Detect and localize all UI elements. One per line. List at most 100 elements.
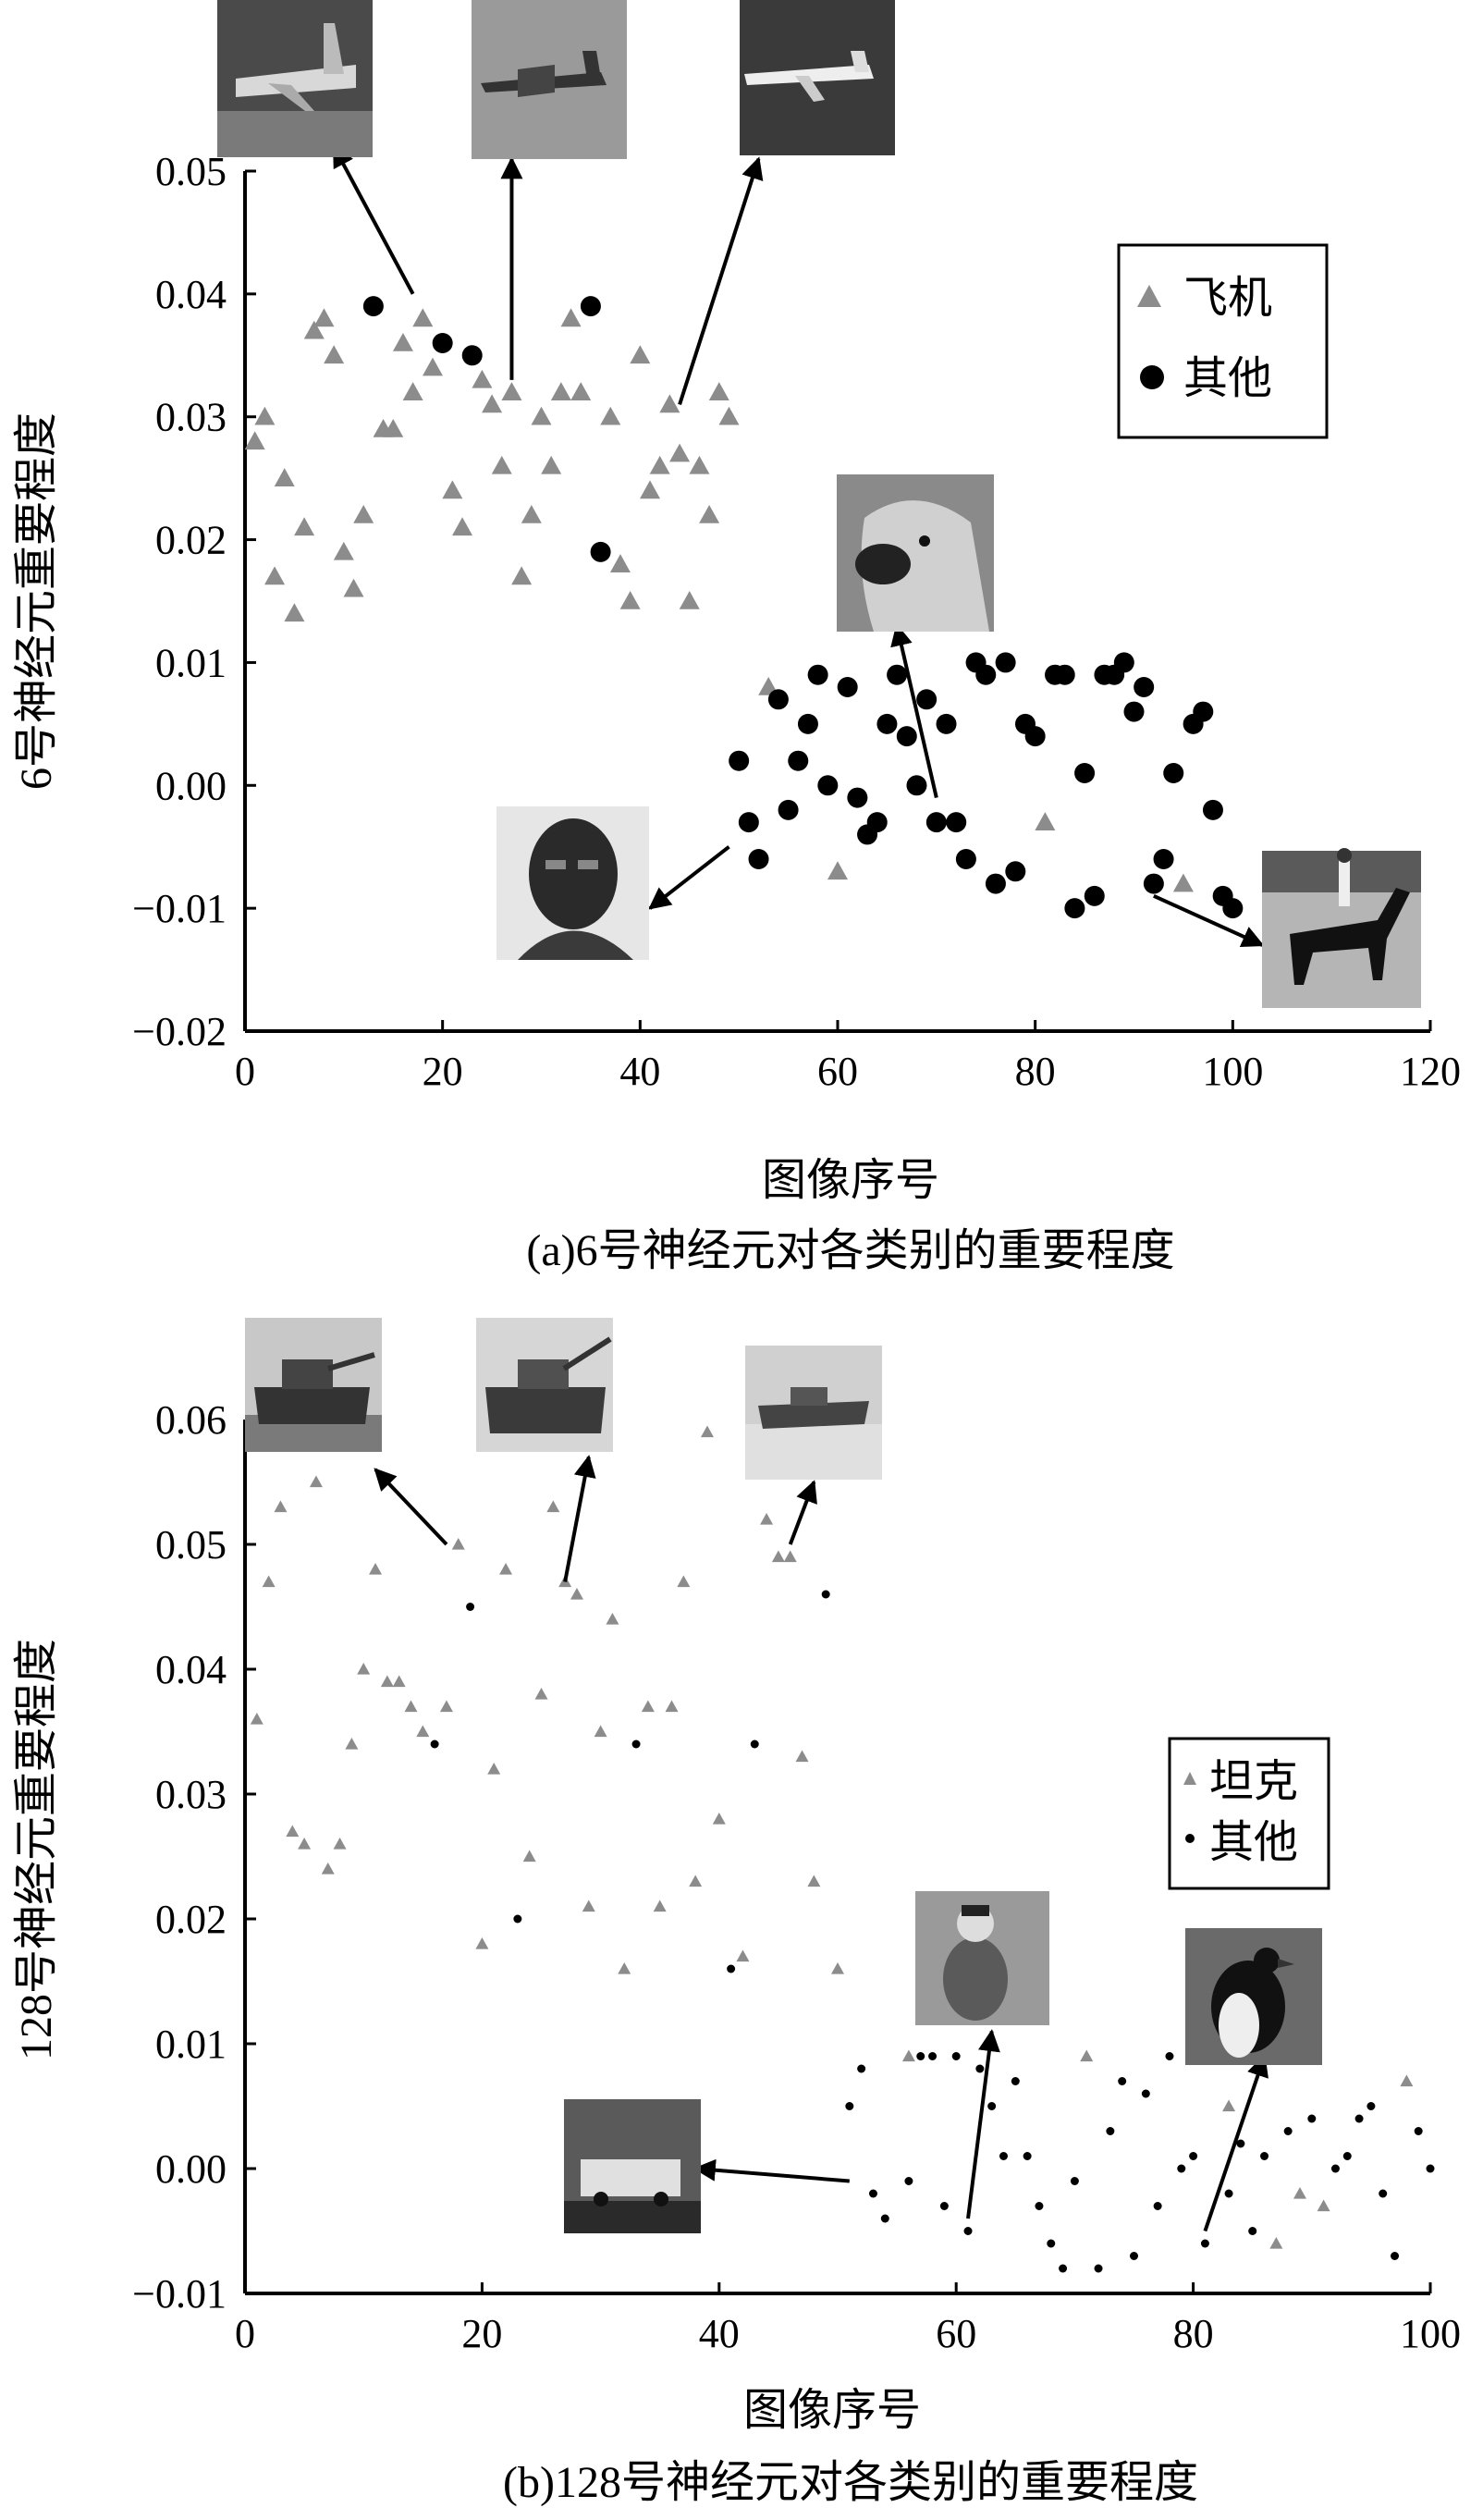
chart-a-x-label: 图像序号 <box>762 1156 939 1205</box>
chart-b-point <box>430 1739 439 1749</box>
chart-b-point <box>466 1603 475 1611</box>
chart-b-point <box>700 1425 714 1438</box>
chart-b-point <box>1094 2264 1103 2273</box>
chart-b-point <box>750 1739 759 1749</box>
chart-a-point <box>748 849 769 869</box>
chart-b-point <box>1391 2252 1400 2260</box>
chart-a-y-tick-label: 0.00 <box>155 763 227 808</box>
chart-b-x-tick-label: 0 <box>235 2311 255 2356</box>
chart-b-point <box>522 1850 536 1862</box>
chart-b-point <box>475 1937 489 1949</box>
chart-a-point <box>985 873 1006 894</box>
legend-dot-marker <box>1185 1834 1195 1843</box>
chart-a: 0 20 40 60 80 100 120 −0.02 −0.01 0.00 0.01 0.02 0.0… <box>12 0 1461 1275</box>
chart-a-point <box>876 713 898 734</box>
chart-b-point <box>345 1738 359 1750</box>
chart-b-point <box>868 2189 877 2198</box>
bus-photo-icon <box>564 2099 701 2233</box>
chart-b-x-tick-label: 40 <box>699 2311 740 2356</box>
chart-a-point <box>1163 763 1184 783</box>
chart-a-point <box>1054 664 1075 685</box>
chart-a-y-tick-label: 0.01 <box>155 640 227 685</box>
chart-b-point <box>250 1713 264 1725</box>
chart-b-x-label: 图像序号 <box>743 2386 921 2435</box>
chart-b-point <box>736 1949 750 1962</box>
chart-a-point <box>718 406 740 425</box>
chart-a-point <box>313 308 335 327</box>
chart-a-point <box>294 517 315 536</box>
chart-b-annotation-arrow <box>966 2029 1000 2219</box>
legend-triangle-marker <box>1137 285 1161 307</box>
chart-b-legend: 坦克 其他 <box>1168 1737 1330 1890</box>
chart-b-point <box>582 1899 595 1912</box>
chart-a-point <box>333 541 354 560</box>
chart-b-point <box>286 1825 300 1838</box>
chart-b-point <box>1153 2202 1162 2210</box>
chart-b-point <box>631 1739 641 1749</box>
chart-a-annotation-arrow <box>890 623 938 799</box>
chart-a-arrows <box>332 144 1265 948</box>
chart-b-point <box>1118 2077 1127 2085</box>
chart-a-point <box>679 591 700 609</box>
horse-rider-photo-icon <box>1262 848 1421 1008</box>
chart-b-point <box>783 1550 797 1563</box>
chart-b-y-tick-label: −0.01 <box>132 2271 227 2317</box>
chart-b-point <box>1400 2074 1414 2087</box>
chart-a-point <box>729 750 750 771</box>
chart-b-point <box>262 1575 276 1588</box>
chart-a-x-tick-label: 120 <box>1400 1049 1461 1094</box>
chart-b-point <box>1330 2164 1340 2173</box>
chart-b-point <box>1379 2189 1388 2198</box>
chart-a-point <box>600 406 621 425</box>
chart-b-point <box>534 1688 548 1700</box>
chart-b-point <box>677 1575 691 1588</box>
chart-a-point <box>609 554 631 572</box>
chart-a-point <box>264 566 286 585</box>
chart-a-point <box>896 726 917 747</box>
chart-a-y-tick-label: 0.04 <box>155 272 227 317</box>
chart-b-point <box>857 2064 866 2073</box>
chart-a-x-tick-label: 0 <box>235 1049 255 1094</box>
chart-a-point <box>254 406 276 425</box>
chart-a-point <box>412 308 434 327</box>
chart-a-ticks: 0 20 40 60 80 100 120 −0.02 −0.01 0.00 0.01 0.02 0.0… <box>132 149 1461 1094</box>
chart-b-point <box>1236 2139 1245 2148</box>
tank-photo-icon <box>245 1318 382 1452</box>
chart-a-y-tick-label: −0.01 <box>132 886 227 931</box>
chart-a-point <box>570 382 592 400</box>
chart-a-point <box>1193 701 1214 722</box>
chart-b-point <box>439 1700 453 1713</box>
chart-b-point <box>1177 2164 1186 2173</box>
chart-a-point <box>284 603 305 622</box>
chart-b-arrows <box>374 1455 1269 2232</box>
chart-a-point <box>303 320 325 339</box>
chart-b-y-tick-label: 0.04 <box>155 1647 227 1692</box>
chart-a-point <box>590 541 611 562</box>
chart-b-point <box>901 2049 915 2062</box>
chart-a-y-label: 6号神经元重要程度 <box>12 412 61 790</box>
chart-a-point <box>708 382 729 400</box>
chart-b-point <box>712 1813 726 1825</box>
chart-a-point <box>797 713 818 734</box>
chart-b-point <box>807 1875 821 1887</box>
chart-b-point <box>1269 2237 1283 2249</box>
chart-b-point <box>1059 2264 1068 2273</box>
chart-b-point <box>831 1962 844 1974</box>
chart-b-y-tick-label: 0.00 <box>155 2146 227 2192</box>
chart-a-point <box>807 664 828 685</box>
chart-b-point <box>975 2064 985 2073</box>
monkey-photo-icon <box>915 1891 1049 2025</box>
chart-b-point <box>274 1500 288 1513</box>
chart-b-point <box>1035 2202 1044 2210</box>
chart-b-x-tick-label: 20 <box>461 2311 502 2356</box>
chart-a-points <box>244 296 1244 919</box>
chart-a-point <box>847 787 868 808</box>
chart-b-point <box>963 2227 973 2235</box>
chart-a-point <box>531 406 552 425</box>
chart-b-caption: (b)128号神经元对各类别的重要程度 <box>503 2458 1198 2507</box>
chart-b-point <box>1023 2152 1032 2160</box>
chart-a-point <box>699 505 720 523</box>
chart-a-point <box>501 382 522 400</box>
chart-a-point <box>778 799 799 820</box>
chart-b-point <box>1222 2099 1236 2112</box>
